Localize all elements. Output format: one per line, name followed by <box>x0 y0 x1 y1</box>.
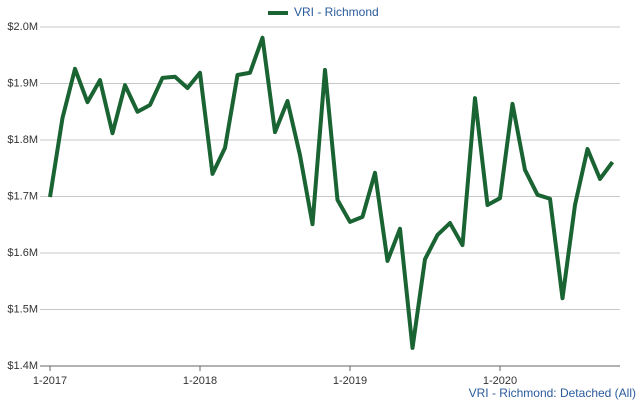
x-tick-label: 1-2020 <box>483 375 517 387</box>
y-tick-label: $2.0M <box>7 21 38 33</box>
legend-swatch <box>268 11 288 15</box>
y-tick-label: $1.7M <box>7 190 38 202</box>
y-tick-label: $1.8M <box>7 134 38 146</box>
x-tick-label: 1-2017 <box>33 375 67 387</box>
source-note: VRI - Richmond: Detached (All) <box>469 386 636 400</box>
y-tick-label: $1.5M <box>7 303 38 315</box>
x-tick-label: 1-2019 <box>333 375 367 387</box>
y-tick-label: $1.9M <box>7 77 38 89</box>
y-tick-label: $1.4M <box>7 360 38 372</box>
line-series <box>48 35 615 350</box>
y-tick-label: $1.6M <box>7 247 38 259</box>
x-tick-label: 1-2018 <box>183 375 217 387</box>
legend-label: VRI - Richmond <box>294 5 379 19</box>
